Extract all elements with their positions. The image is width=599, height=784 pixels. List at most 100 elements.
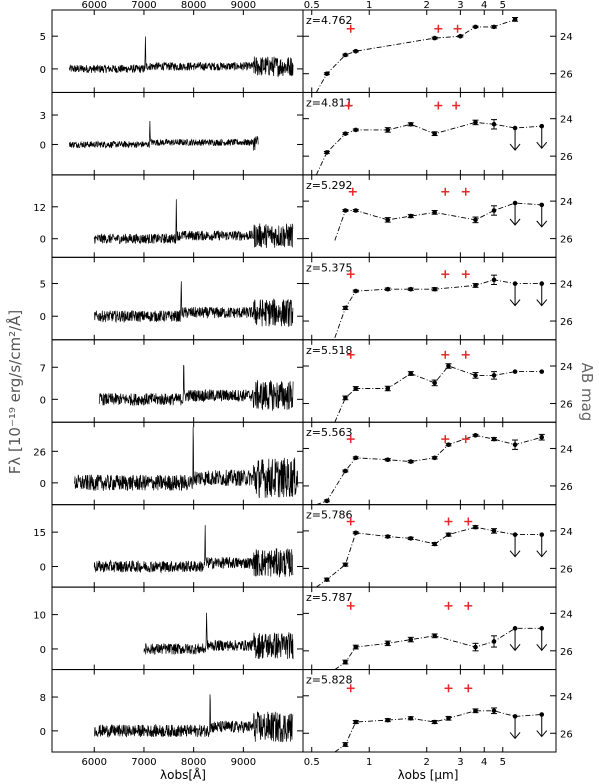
redshift-label: z=5.563 — [306, 426, 352, 439]
sed-point — [353, 530, 359, 536]
spectrum-panel-frame — [51, 339, 304, 423]
y-tick-label: 0 — [40, 395, 46, 406]
bottom-x-tick-label: 1 — [366, 757, 372, 768]
sed-point — [491, 121, 497, 127]
sed-point — [324, 577, 330, 582]
y-tick-label: 5 — [40, 32, 46, 43]
upper-limit-arrowhead — [509, 218, 521, 226]
sed-model-line — [334, 279, 542, 339]
sed-point — [446, 715, 451, 721]
redshift-label: z=5.375 — [306, 261, 352, 274]
y-tick-label: 12 — [33, 203, 46, 214]
upper-limit-arrowhead — [536, 299, 548, 307]
sed-point — [324, 71, 330, 77]
y-tick-label: 0 — [40, 727, 46, 738]
sed-point — [343, 52, 348, 58]
sed-point — [343, 562, 348, 567]
sed-point — [353, 386, 359, 391]
sed-point — [353, 644, 359, 650]
sed-point — [473, 217, 478, 223]
spectrum-line — [143, 612, 294, 660]
mag-tick-label: 24 — [560, 32, 573, 43]
sed-point — [385, 457, 391, 462]
bottom-x-tick-label: 8000 — [181, 757, 206, 768]
redshift-label: z=5.828 — [306, 674, 352, 687]
upper-limit-arrowhead — [536, 141, 548, 149]
sed-point — [512, 369, 518, 374]
mag-tick-label: 24 — [560, 609, 573, 620]
upper-limit-arrowhead — [509, 550, 521, 558]
bottom-x-tick-label: 0.5 — [304, 757, 320, 768]
sed-point — [473, 373, 478, 378]
sed-point — [512, 17, 518, 22]
upper-limit-arrowhead — [536, 730, 548, 738]
sed-point — [408, 286, 414, 292]
sed-point — [324, 498, 330, 504]
sed-point — [324, 150, 330, 155]
y-tick-label: 0 — [40, 65, 46, 76]
mag-tick-label: 24 — [560, 115, 573, 126]
top-x-tick-label: 3 — [457, 0, 463, 11]
spectrum-line — [93, 525, 294, 578]
sed-point — [473, 24, 478, 30]
spectrum-line — [93, 281, 294, 327]
upper-limit-arrowhead — [536, 550, 548, 558]
sed-point — [458, 33, 463, 39]
sed-point — [473, 644, 478, 650]
mag-tick-label: 26 — [560, 152, 573, 163]
sed-point — [408, 213, 414, 219]
sed-point — [343, 131, 348, 136]
sed-point — [491, 708, 497, 714]
spectrum-panel-frame — [51, 91, 304, 176]
sed-point — [473, 433, 478, 438]
sed-point — [385, 386, 391, 391]
upper-limit-arrowhead — [536, 644, 548, 652]
mag-tick-label: 24 — [560, 444, 573, 455]
sed-point — [512, 442, 518, 448]
sed-point — [343, 395, 348, 401]
sed-point — [385, 127, 391, 133]
upper-limit-arrowhead — [509, 143, 521, 151]
sed-point — [432, 719, 437, 725]
top-x-tick-label: 7000 — [131, 0, 156, 11]
sed-point — [385, 717, 391, 723]
y-tick-label: 3 — [40, 111, 46, 122]
mag-tick-label: 26 — [560, 647, 573, 658]
sed-point — [353, 48, 359, 54]
y-tick-label: 0 — [40, 235, 46, 246]
sed-point — [343, 468, 348, 474]
redshift-label: z=5.786 — [306, 509, 352, 522]
mag-tick-label: 24 — [560, 362, 573, 373]
redshift-label: z=4.762 — [306, 14, 352, 27]
sed-point — [408, 536, 414, 541]
y-tick-label: 0 — [40, 563, 46, 574]
y-tick-label: 0 — [40, 479, 46, 490]
sed-point — [446, 532, 451, 537]
spectra-column: 0 5 0 3 0 12 0 5 0 7 0 26 0 15 0 10 0 8 6000 6000 7000 7000 80… — [33, 0, 304, 768]
sed-point — [446, 442, 451, 448]
spectrum-line — [93, 199, 294, 249]
bottom-x-tick-label: 5 — [500, 757, 506, 768]
sed-model-line — [334, 627, 542, 670]
top-x-tick-label: 5 — [500, 0, 506, 11]
mag-tick-label: 26 — [560, 70, 573, 81]
mag-tick-label: 26 — [560, 317, 573, 328]
y-tick-label: 7 — [40, 363, 46, 374]
sed-point — [473, 120, 478, 125]
spectrum-line — [69, 36, 294, 78]
top-x-tick-label: 8000 — [181, 0, 206, 11]
sed-point — [473, 524, 478, 530]
sed-model-line — [334, 202, 542, 241]
sed-point — [353, 288, 359, 294]
mag-tick-label: 26 — [560, 564, 573, 575]
sed-point — [491, 639, 497, 644]
mag-tick-label: 24 — [560, 280, 573, 291]
top-x-tick-label: 2 — [424, 0, 430, 11]
top-x-tick-label: 4 — [481, 0, 487, 11]
upper-limit-arrowhead — [509, 299, 521, 307]
top-x-tick-label: 1 — [366, 0, 372, 11]
top-x-tick-label: 9000 — [231, 0, 256, 11]
spectrum-line — [69, 120, 259, 151]
mag-tick-label: 24 — [560, 527, 573, 538]
sed-point — [353, 719, 359, 725]
